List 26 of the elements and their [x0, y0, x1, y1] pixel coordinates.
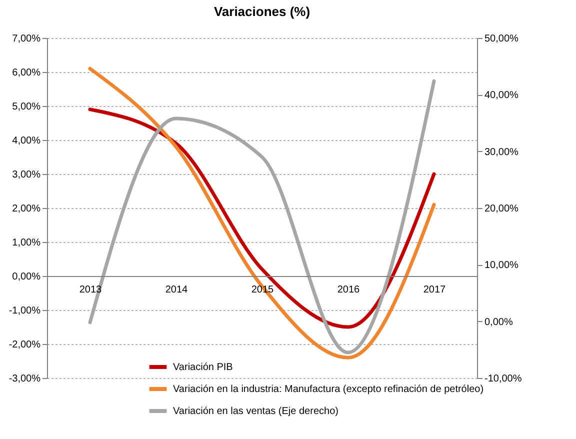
- y2-tick-label: -10,00%: [484, 374, 522, 384]
- y-tick-label: 0,00%: [12, 272, 41, 282]
- y-tick-label: -2,00%: [8, 340, 41, 350]
- chart-title: Variaciones (%): [214, 4, 310, 19]
- y-tick-label: 7,00%: [12, 34, 41, 44]
- x-tick-label: 2017: [423, 284, 446, 296]
- y2-tick-label: 30,00%: [484, 146, 519, 158]
- legend-label: Variación en las ventas (Eje derecho): [173, 406, 338, 417]
- x-tick-label: 2016: [337, 284, 360, 296]
- y2-tick-label: 0,00%: [484, 316, 513, 328]
- legend-label: Variación PIB: [173, 362, 234, 373]
- y-tick-label: 4,00%: [12, 136, 41, 146]
- y-tick-label: 2,00%: [12, 204, 41, 214]
- y-tick-label: 5,00%: [12, 102, 41, 112]
- y2-tick-label: 20,00%: [484, 204, 519, 214]
- y-tick-label: -1,00%: [8, 306, 41, 316]
- legend-label: Variación en la industria: Manufactura (excepto refinación de petróleo): [173, 384, 484, 395]
- y-tick-label: 6,00%: [12, 68, 41, 78]
- x-tick-label: 2014: [165, 284, 188, 296]
- y-tick-label: 1,00%: [12, 238, 41, 248]
- y2-tick-label: 50,00%: [484, 34, 519, 44]
- y-tick-label: 3,00%: [12, 170, 41, 180]
- y2-tick-label: 40,00%: [484, 90, 519, 102]
- x-tick-label: 2013: [79, 284, 102, 296]
- y2-tick-label: 10,00%: [484, 260, 519, 272]
- y-tick-label: -3,00%: [8, 374, 41, 384]
